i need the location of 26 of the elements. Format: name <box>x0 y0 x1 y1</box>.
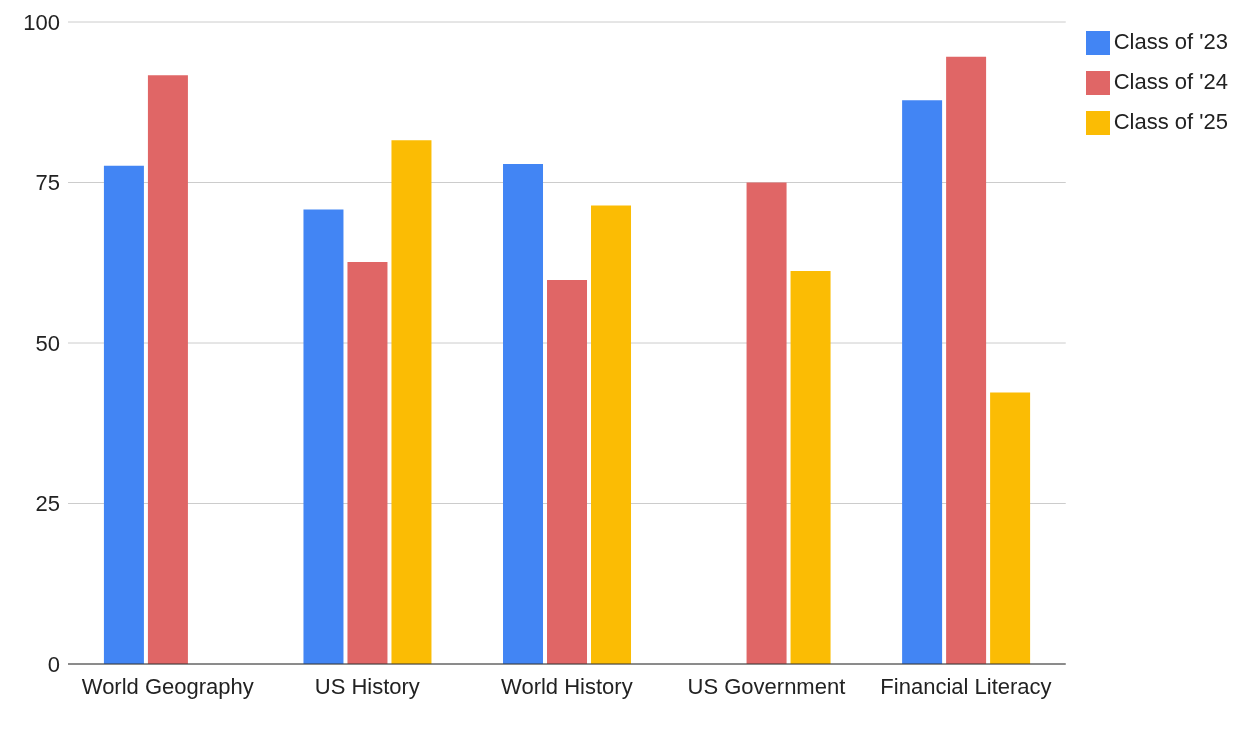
legend-label: Class of '25 <box>1113 109 1228 134</box>
bar <box>902 100 943 664</box>
y-tick-label: 25 <box>35 491 60 517</box>
y-tick-label: 50 <box>35 330 60 356</box>
bar <box>547 280 588 664</box>
bar <box>391 140 432 664</box>
x-tick-label: Financial Literacy <box>880 673 1052 699</box>
x-tick-label: World Geography <box>81 673 254 699</box>
bar <box>790 271 831 664</box>
legend-label: Class of '23 <box>1113 29 1228 54</box>
legend-label: Class of '24 <box>1113 69 1228 94</box>
bar <box>503 163 544 664</box>
y-tick-label: 100 <box>23 9 60 35</box>
bar <box>946 56 987 664</box>
bar <box>103 165 144 664</box>
y-tick-label: 0 <box>47 651 60 677</box>
bar <box>990 392 1031 664</box>
x-tick-label: US Government <box>687 673 846 699</box>
bar <box>591 205 632 664</box>
bar <box>303 209 344 664</box>
bar <box>347 262 388 664</box>
y-tick-label: 75 <box>35 170 60 196</box>
x-tick-label: World History <box>501 673 633 699</box>
x-tick-label: US History <box>314 673 420 699</box>
bar <box>746 182 787 664</box>
bar <box>147 75 188 664</box>
